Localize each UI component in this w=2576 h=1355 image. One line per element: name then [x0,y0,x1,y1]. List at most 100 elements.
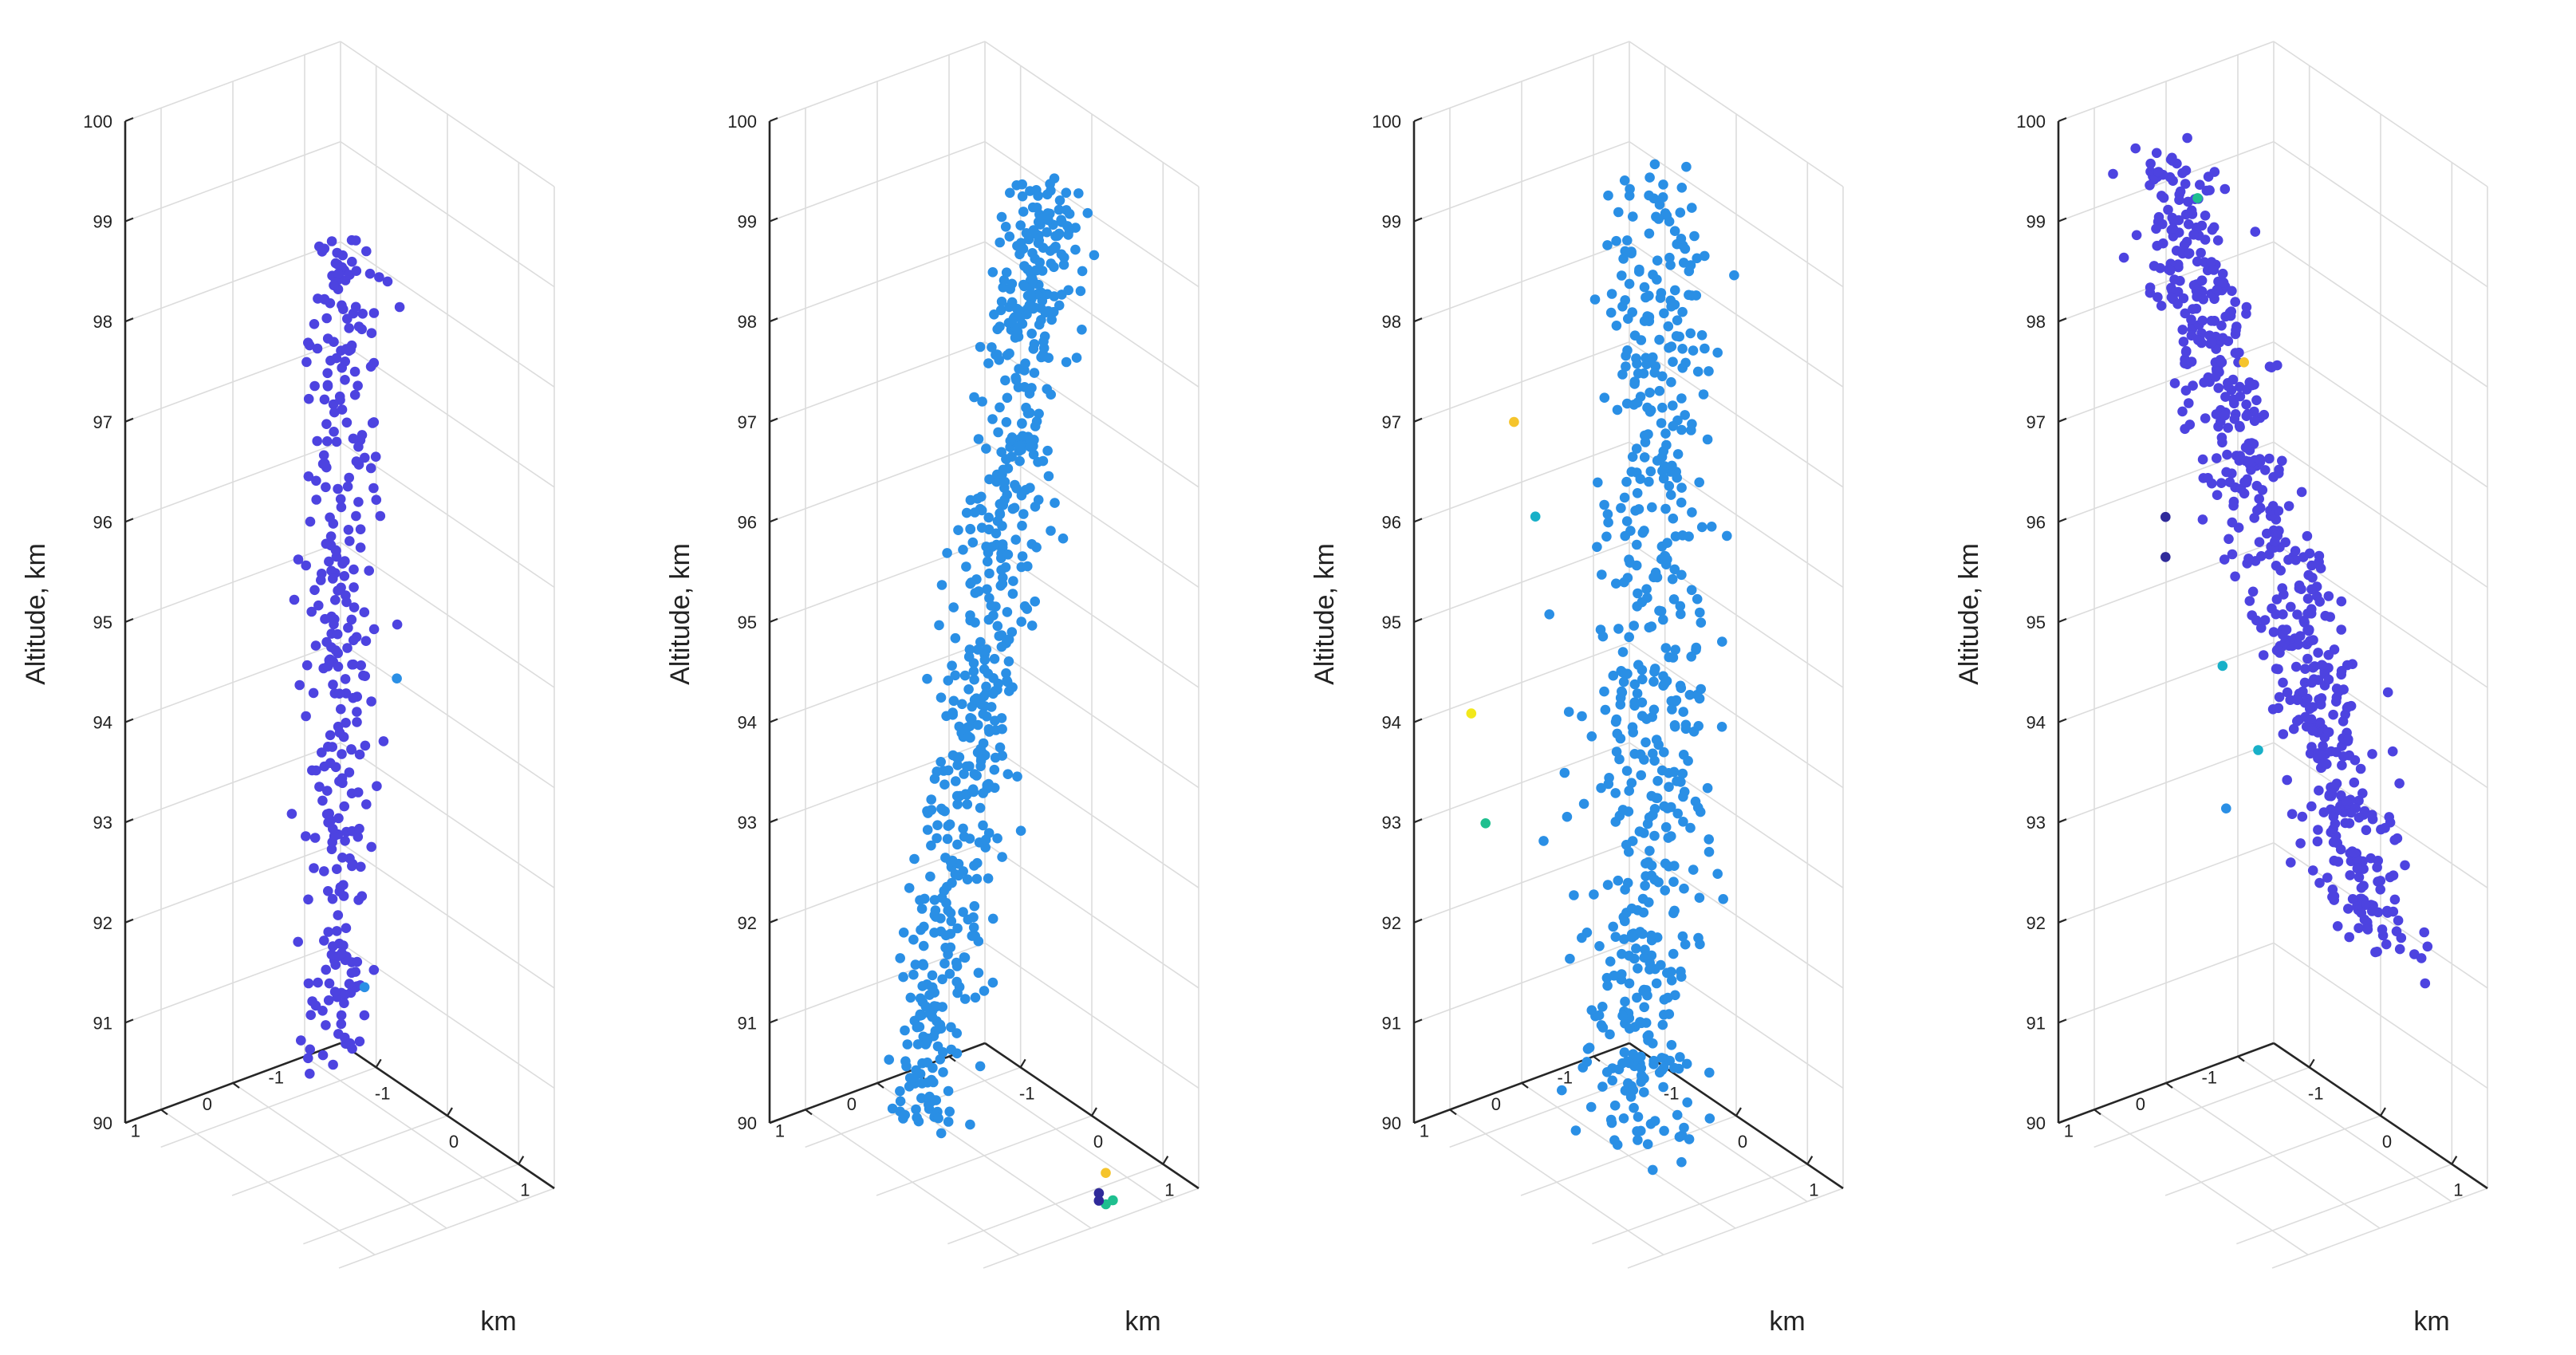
data-point [318,450,329,461]
z-tick-mark [2058,718,2067,723]
data-point [342,643,353,653]
data-point [1644,897,1654,908]
data-point [368,417,380,427]
data-point [1621,361,1631,372]
data-point [1042,226,1052,238]
data-point [2419,927,2429,938]
data-point [2186,314,2196,325]
data-point [2273,468,2284,479]
data-point [1617,805,1629,815]
z-tick-label: 94 [93,713,112,733]
grid-line [1521,1082,1736,1229]
data-point [1649,755,1660,766]
data-point [1612,404,1623,416]
data-point [332,926,342,936]
data-point [933,1023,944,1034]
data-point [972,747,983,758]
data-point [2328,709,2338,720]
data-point [1657,371,1668,382]
data-point [2286,857,2296,868]
data-point [1012,329,1023,341]
data-point [1058,259,1069,270]
data-point [2336,596,2347,607]
data-point [328,941,338,951]
data-point [937,974,947,985]
data-point [943,765,954,776]
data-point [356,660,367,671]
data-point [1639,952,1650,963]
y-tick-mark [2237,1055,2245,1062]
data-point [1025,442,1036,452]
data-point [1007,589,1018,599]
data-point [922,673,932,684]
data-point [368,308,380,318]
data-point [2314,877,2325,888]
z-tick-label: 93 [738,813,757,833]
data-point [1059,252,1069,263]
series-5 [1530,511,1541,522]
y-tick-mark [2165,1082,2173,1089]
data-point [2216,357,2227,368]
data-point [337,853,348,863]
data-point [926,805,937,815]
data-point [1605,1114,1617,1125]
data-point [352,956,363,967]
data-point [1002,769,1014,779]
data-point [330,595,341,605]
data-point [1693,932,1704,943]
y-tick-label: 0 [2136,1094,2145,1114]
data-point [2266,362,2277,373]
data-point [1593,477,1603,488]
data-point [349,602,360,613]
data-point [337,778,348,789]
data-point [303,393,314,404]
data-point [2393,915,2404,926]
data-point [1017,419,1027,429]
data-point [1637,674,1648,685]
data-point [983,873,994,884]
data-point [1018,207,1029,217]
data-point [342,481,353,492]
data-point [333,648,344,659]
x-tick-mark [2308,1058,2315,1068]
data-point [359,607,370,617]
data-point [919,921,929,932]
data-point [366,328,377,339]
z-tick-label: 100 [727,112,757,132]
data-point [305,1044,316,1055]
data-point [2270,536,2280,547]
data-point [1612,1140,1623,1150]
x-tick-mark [2380,1107,2386,1117]
data-point [2151,223,2161,234]
data-point [2277,583,2287,593]
grid-line [1627,1188,1844,1269]
data-point [2290,661,2302,672]
data-point [1666,1040,1677,1050]
data-point [1653,876,1664,888]
data-point [1680,357,1691,368]
z-tick-mark [2058,317,2067,323]
data-point [1016,490,1027,501]
data-point [322,436,333,447]
data-point [2262,528,2272,539]
z-tick-label: 95 [2027,613,2046,632]
data-point [1015,220,1026,230]
data-point [2394,943,2405,955]
data-point [1012,312,1023,322]
data-point [1022,561,1033,572]
data-point [2290,546,2301,557]
data-point [310,640,321,651]
data-point [964,761,975,771]
z-tick-mark [2058,1018,2067,1024]
data-point [1678,258,1689,268]
data-point [1696,522,1707,533]
data-point [360,636,372,646]
x-tick-label: 0 [449,1132,459,1152]
data-point [1001,668,1011,679]
data-point [916,904,928,914]
data-point [2197,315,2208,326]
data-point [329,280,339,291]
z-tick-mark [124,518,134,523]
data-point [2231,325,2241,336]
data-point [884,1054,894,1065]
